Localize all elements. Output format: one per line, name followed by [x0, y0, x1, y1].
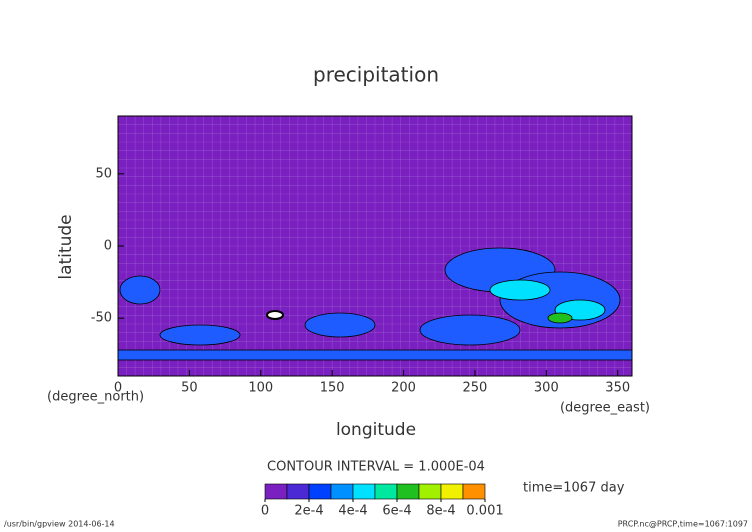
footer-left: /usr/bin/gpview 2014-06-14: [4, 520, 115, 529]
colorbar-tick-label: 8e-4: [426, 504, 455, 519]
x-unit: (degree_east): [560, 401, 650, 416]
y-tick-label: 50: [95, 166, 112, 181]
x-tick-label: 350: [605, 381, 630, 396]
x-tick-label: 100: [248, 381, 273, 396]
blob: [117, 349, 633, 361]
x-tick-label: 150: [320, 381, 345, 396]
x-tick-label: 200: [391, 381, 416, 396]
x-tick-label: 300: [534, 381, 559, 396]
colorbar-cell: [440, 483, 464, 500]
x-tick-label: 50: [181, 381, 198, 396]
blob: [304, 312, 376, 338]
footer-right: PRCP.nc@PRCP,time=1067:1097: [618, 520, 748, 529]
y-tick-label: 0: [104, 239, 112, 254]
chart-title: precipitation: [313, 63, 439, 87]
x-axis-label: longitude: [336, 420, 416, 440]
blob: [119, 275, 161, 305]
precip-features: [117, 247, 633, 361]
contour-interval: CONTOUR INTERVAL = 1.000E-04: [267, 460, 485, 475]
colorbar-cell: [352, 483, 376, 500]
colorbar-cell: [330, 483, 354, 500]
x-tick-label: 250: [463, 381, 488, 396]
x-tick-label: 0: [114, 381, 122, 396]
axes: 0 50 100 150 200 250 300 350 -50 0 50: [91, 115, 633, 396]
blob: [419, 314, 521, 346]
colorbar-tick-label: 0: [261, 504, 269, 519]
colorbar-cell: [418, 483, 442, 500]
y-unit: (degree_north): [47, 390, 144, 405]
time-label: time=1067 day: [523, 481, 625, 496]
colorbar-tick-label: 4e-4: [338, 504, 367, 519]
y-tick-label: -50: [91, 311, 112, 326]
blob: [547, 312, 573, 324]
colorbar-tick-label: 0.001: [466, 504, 503, 519]
colorbar-cell: [396, 483, 420, 500]
colorbar-tick-label: 6e-4: [382, 504, 411, 519]
y-axis-label: latitude: [56, 214, 76, 279]
colorbar-cell: [264, 483, 288, 500]
colorbar-cell: [308, 483, 332, 500]
colorbar-tick-label: 2e-4: [294, 504, 323, 519]
colorbar-cell: [374, 483, 398, 500]
blob: [159, 324, 241, 346]
colorbar-cell: [286, 483, 310, 500]
blob: [266, 310, 284, 320]
colorbar-cell: [462, 483, 486, 500]
colorbar: 0 2e-4 4e-4 6e-4 8e-4 0.001: [261, 483, 504, 519]
blob: [489, 279, 551, 301]
